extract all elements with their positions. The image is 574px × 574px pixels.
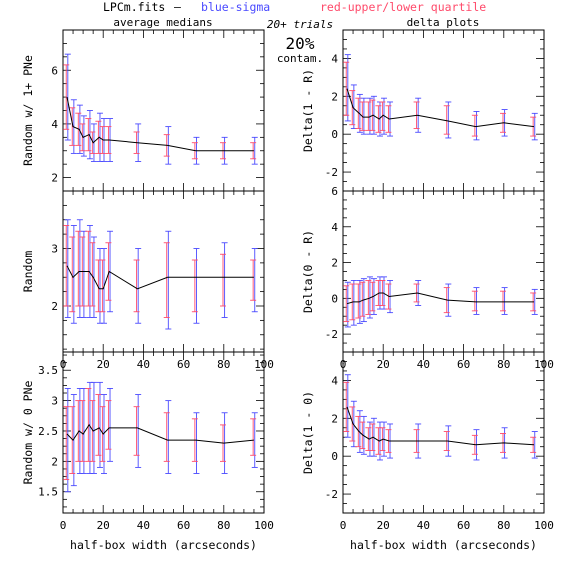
panel-bl: 1.5 2 2.5 3 3.5 0 20 40 60 80 100 Random w/ 0 PNe ha… xyxy=(21,351,274,552)
plot-frame xyxy=(62,351,265,514)
file-label: LPCm.fits xyxy=(103,0,165,14)
y-tick-label: 3 xyxy=(51,395,58,408)
x-tick-label: 40 xyxy=(137,358,150,371)
y-tick-label: 2 xyxy=(51,300,58,313)
y-tick-label: 6 xyxy=(331,185,338,198)
panels: 2 4 6 Random w/ 1+ PNe -2 0 2 4 Delta(1 - R) 2 3 0 2… xyxy=(21,29,554,552)
x-tick-label: 40 xyxy=(417,519,430,532)
contamination-label: contam. xyxy=(277,52,323,65)
y-tick-label: 2 xyxy=(331,90,338,103)
x-axis-label: half-box width (arcseconds) xyxy=(70,538,257,552)
x-tick-label: 60 xyxy=(457,358,470,371)
y-axis-label: Delta(1 - R) xyxy=(301,69,315,152)
y-tick-label: -2 xyxy=(325,328,338,341)
x-tick-label: 20 xyxy=(97,519,110,532)
x-tick-label: 40 xyxy=(417,358,430,371)
x-tick-label: 20 xyxy=(377,358,390,371)
left-column-title: average medians xyxy=(113,16,212,29)
x-tick-label: 80 xyxy=(497,519,510,532)
y-tick-label: 1.5 xyxy=(38,486,58,499)
median-line xyxy=(346,88,535,128)
x-tick-label: 60 xyxy=(457,519,470,532)
contamination-percent: 20% xyxy=(286,34,315,53)
x-axis-label: half-box width (arcseconds) xyxy=(350,538,537,552)
trials-label: 20+ trials xyxy=(267,18,333,31)
y-tick-label: -2 xyxy=(325,488,338,501)
x-tick-label: 100 xyxy=(534,519,554,532)
y-tick-label: 3.5 xyxy=(38,364,58,377)
y-axis-label: Random xyxy=(21,251,35,293)
median-line xyxy=(66,265,254,290)
plot-frame xyxy=(62,190,265,353)
right-column-title: delta plots xyxy=(407,16,480,29)
y-tick-label: 2 xyxy=(331,412,338,425)
x-tick-label: 60 xyxy=(177,519,190,532)
y-tick-label: 4 xyxy=(331,52,338,65)
median-line xyxy=(346,406,535,446)
x-tick-label: 40 xyxy=(137,519,150,532)
legend-dash: – xyxy=(174,0,181,14)
x-tick-label: 0 xyxy=(340,519,347,532)
x-tick-label: 100 xyxy=(254,519,274,532)
x-tick-label: 20 xyxy=(97,358,110,371)
y-tick-label: 2 xyxy=(51,172,58,185)
x-tick-label: 60 xyxy=(177,358,190,371)
plot-frame xyxy=(342,29,545,192)
panel-tr: -2 0 2 4 Delta(1 - R) xyxy=(301,29,545,192)
plot-frame xyxy=(342,190,545,353)
y-tick-label: -2 xyxy=(325,166,338,179)
x-tick-label: 0 xyxy=(60,519,67,532)
y-tick-label: 0 xyxy=(331,292,338,305)
median-line xyxy=(66,423,254,444)
y-tick-label: 2 xyxy=(51,455,58,468)
legend-blue-sigma: blue-sigma xyxy=(201,0,270,14)
y-axis-label: Random w/ 0 PNe xyxy=(21,380,35,484)
plot-frame xyxy=(342,351,545,514)
figure-header: LPCm.fits – blue-sigma red-upper/lower q… xyxy=(103,0,486,65)
x-tick-label: 80 xyxy=(497,358,510,371)
median-line xyxy=(66,97,254,152)
y-axis-label: Delta(0 - R) xyxy=(301,230,315,313)
legend-red-quartile: red-upper/lower quartile xyxy=(320,0,486,14)
y-tick-label: 6 xyxy=(51,64,58,77)
y-axis-label: Random w/ 1+ PNe xyxy=(21,55,35,166)
median-line xyxy=(346,292,534,305)
y-tick-label: 4 xyxy=(331,221,338,234)
y-tick-label: 2.5 xyxy=(38,425,58,438)
plot-frame xyxy=(62,29,265,192)
y-tick-label: 0 xyxy=(331,128,338,141)
y-tick-label: 2 xyxy=(331,257,338,270)
panel-tl: 2 4 6 Random w/ 1+ PNe xyxy=(21,29,265,192)
x-tick-label: 80 xyxy=(217,519,230,532)
y-tick-label: 4 xyxy=(51,118,58,131)
x-tick-label: 20 xyxy=(377,519,390,532)
y-axis-label: Delta(1 - 0) xyxy=(301,391,315,474)
y-tick-label: 4 xyxy=(331,374,338,387)
x-tick-label: 80 xyxy=(217,358,230,371)
y-tick-label: 0 xyxy=(331,450,338,463)
y-tick-label: 3 xyxy=(51,243,58,256)
